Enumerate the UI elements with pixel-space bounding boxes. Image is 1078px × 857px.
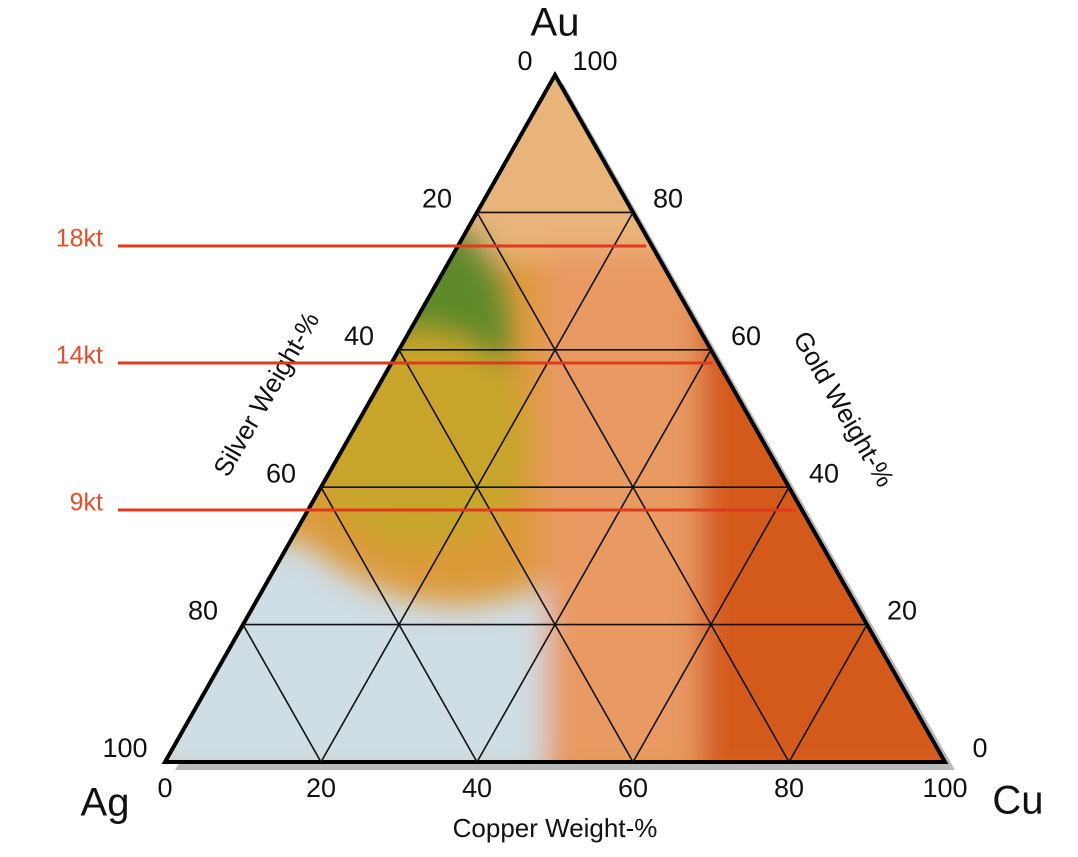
- gold-tick-label: 40: [809, 458, 839, 488]
- gold-tick-label: 20: [887, 596, 917, 626]
- silver-tick-label: 40: [344, 321, 374, 351]
- silver-tick-label: 20: [422, 184, 452, 214]
- axis-title: Silver Weight-%: [207, 307, 325, 482]
- gold-tick-label: 80: [653, 184, 683, 214]
- axis-title: Gold Weight-%: [787, 326, 900, 492]
- gold-tick-label: 100: [572, 46, 617, 76]
- grid-line: [398, 349, 634, 763]
- corner-label: Au: [531, 1, 580, 45]
- corner-label: Cu: [992, 779, 1043, 823]
- gold-tick-label: 60: [731, 321, 761, 351]
- silver-tick-label: 80: [188, 596, 218, 626]
- triangle-border: [161, 70, 949, 764]
- corner-label: Ag: [81, 781, 130, 825]
- grid-line: [320, 486, 478, 763]
- silver-tick-label: 0: [517, 46, 532, 76]
- karat-label: 9kt: [70, 489, 103, 517]
- copper-tick-label: 100: [922, 773, 967, 803]
- silver-tick-label: 100: [102, 733, 147, 763]
- karat-label: 18kt: [56, 225, 103, 253]
- gold-tick-label: 0: [972, 733, 987, 763]
- copper-tick-label: 80: [774, 773, 804, 803]
- copper-tick-label: 20: [306, 773, 336, 803]
- axis-title: Copper Weight-%: [453, 813, 658, 843]
- copper-tick-label: 0: [157, 773, 172, 803]
- grid-line: [242, 624, 322, 763]
- grid-line: [476, 212, 790, 763]
- grid-line: [476, 349, 712, 763]
- karat-label: 14kt: [56, 342, 103, 370]
- silver-tick-label: 60: [266, 458, 296, 488]
- copper-tick-label: 40: [462, 773, 492, 803]
- grid-line: [788, 624, 868, 763]
- copper-tick-label: 60: [618, 773, 648, 803]
